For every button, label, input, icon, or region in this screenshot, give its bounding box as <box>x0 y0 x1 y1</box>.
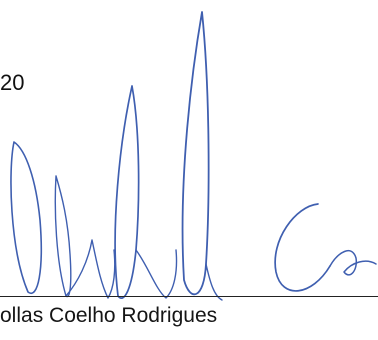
date-year-fragment: 20 <box>0 70 25 95</box>
signature-line <box>0 296 378 297</box>
signer-name: ollas Coelho Rodrigues <box>0 304 218 327</box>
